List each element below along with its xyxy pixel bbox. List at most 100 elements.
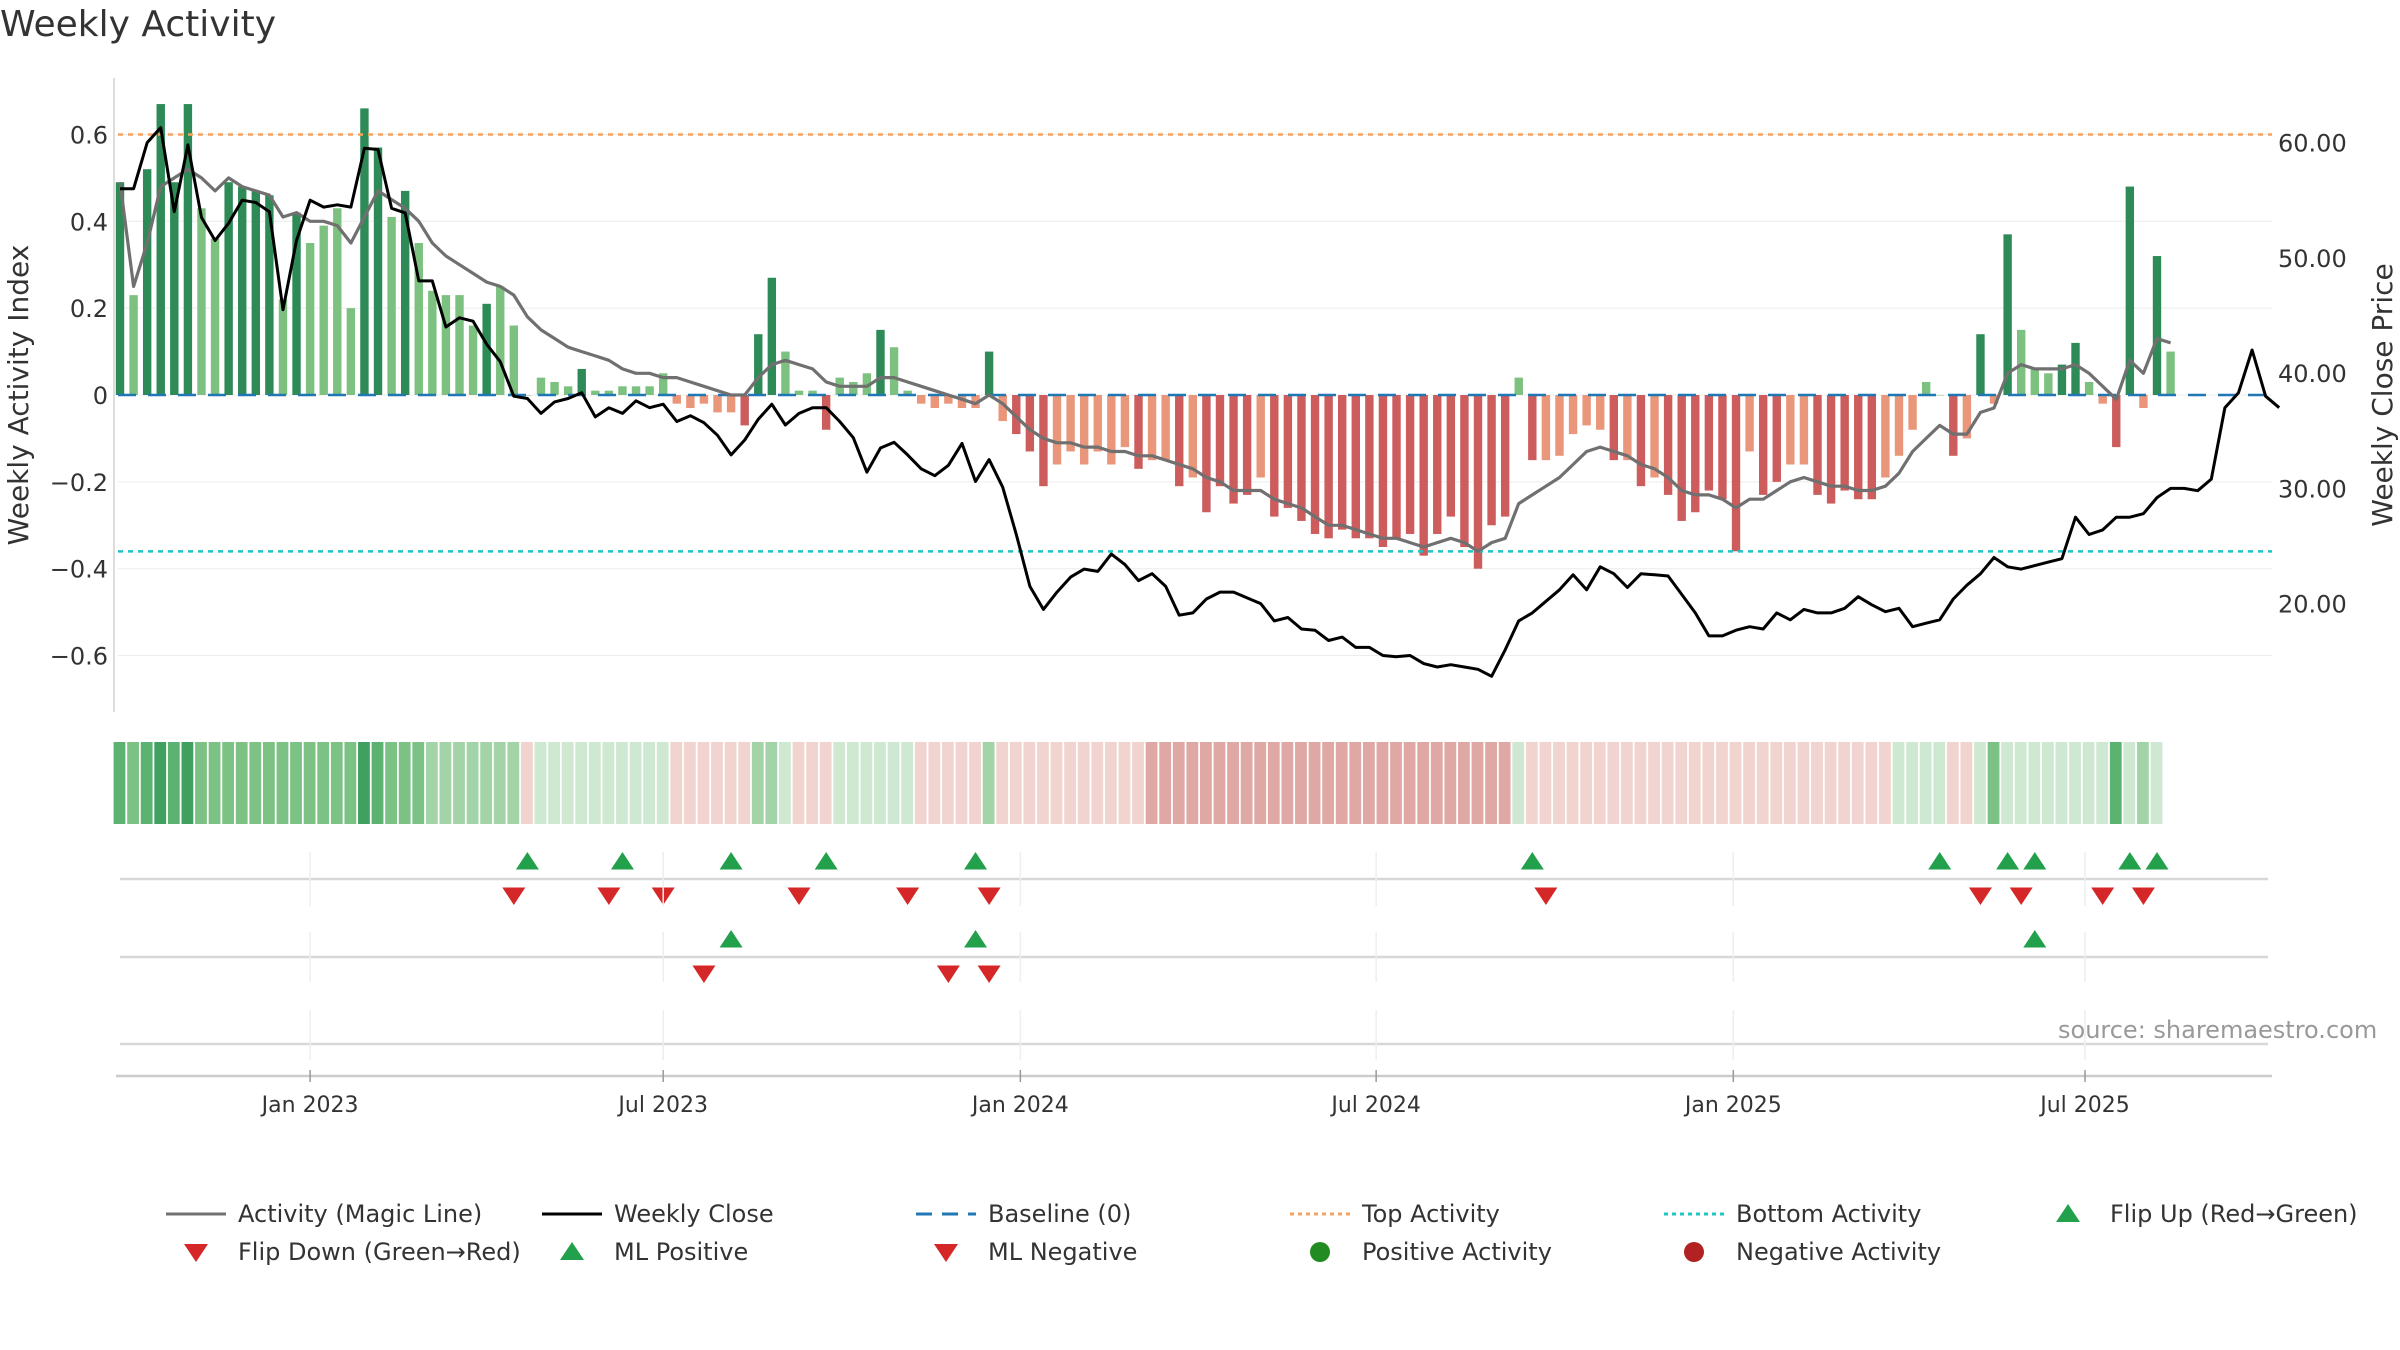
regime-cell	[1213, 742, 1226, 824]
activity-bar	[129, 295, 138, 395]
activity-bar	[2125, 186, 2135, 395]
flip-up-marker	[515, 852, 539, 870]
regime-cell	[140, 742, 153, 824]
regime-cell	[1037, 742, 1049, 824]
activity-bar	[1745, 395, 1754, 452]
legend-ml-positive-label: ML Positive	[614, 1238, 749, 1266]
regime-cell	[670, 742, 683, 824]
activity-bar	[360, 108, 369, 395]
regime-cell	[1661, 742, 1674, 824]
regime-cell	[276, 742, 289, 824]
regime-cell	[1118, 742, 1131, 824]
regime-cell	[860, 742, 873, 824]
legend-ml-negative-swatch	[934, 1244, 958, 1262]
activity-bar	[1840, 395, 1849, 491]
legend-close-line-swatch	[542, 1212, 602, 1216]
regime-cell	[1091, 742, 1104, 824]
activity-bar	[428, 290, 437, 395]
y-tick-label: 0.2	[70, 295, 108, 323]
activity-bar	[1079, 395, 1089, 465]
activity-bar	[754, 334, 763, 395]
regime-cell	[1104, 742, 1117, 824]
y2-axis-title: Weekly Close Price	[2366, 263, 2399, 526]
regime-cell	[493, 742, 506, 824]
activity-bar	[1731, 395, 1741, 552]
activity-bar	[536, 377, 546, 395]
y2-tick-label: 20.00	[2278, 591, 2347, 619]
legend-close: Weekly Close	[542, 1200, 774, 1228]
regime-cell	[629, 742, 642, 824]
activity-bar	[2166, 351, 2175, 395]
regime-cell	[181, 742, 194, 824]
activity-bar	[821, 395, 831, 430]
activity-bar	[156, 104, 165, 395]
flip-down-marker	[2009, 887, 2033, 905]
activity-bar	[930, 395, 939, 409]
regime-cell	[982, 742, 995, 824]
activity-bar	[346, 308, 356, 395]
activity-bar	[1405, 395, 1415, 534]
activity-bar	[1446, 395, 1456, 517]
flip-up-marker	[719, 852, 743, 870]
regime-cell	[480, 742, 493, 824]
activity-bar	[1718, 395, 1727, 500]
activity-bars	[115, 104, 2175, 569]
activity-bar	[1175, 395, 1184, 487]
y-tick-label: −0.4	[50, 556, 108, 584]
activity-bar	[1921, 381, 1931, 395]
regime-cell	[1172, 742, 1185, 824]
flip-down-marker	[2131, 887, 2155, 905]
activity-bar	[238, 186, 247, 395]
legend: Activity (Magic Line) Weekly Close Basel…	[160, 1200, 2380, 1290]
regime-cell	[1050, 742, 1063, 824]
regime-cell	[1159, 742, 1172, 824]
activity-bar	[1324, 395, 1333, 539]
regime-cell	[914, 742, 927, 824]
regime-cell	[195, 742, 207, 824]
regime-cell	[1770, 742, 1783, 824]
legend-positive-activity: Positive Activity	[1290, 1238, 1552, 1266]
regime-cell	[262, 742, 275, 824]
regime-cell	[1295, 742, 1307, 824]
legend-flip-up-swatch	[2056, 1204, 2080, 1222]
ml-positive-marker	[2023, 930, 2047, 948]
regime-cell	[1322, 742, 1335, 824]
regime-cell	[955, 742, 968, 824]
activity-bar	[482, 303, 491, 395]
regime-cell	[1281, 742, 1294, 824]
regime-cell	[1145, 742, 1158, 824]
regime-cell	[1648, 742, 1660, 824]
regime-cell	[561, 742, 574, 824]
regime-cell	[1471, 742, 1484, 824]
activity-bar	[984, 351, 994, 395]
series-lines	[118, 126, 2281, 678]
activity-bar	[1147, 395, 1157, 461]
regime-cell	[1906, 742, 1918, 824]
activity-bar	[305, 243, 315, 395]
legend-flip-down-label: Flip Down (Green→Red)	[238, 1238, 521, 1266]
activity-bar	[1338, 395, 1347, 530]
regime-cell	[1865, 742, 1878, 824]
regime-cell	[1023, 742, 1036, 824]
activity-bar	[563, 386, 573, 395]
regime-cell	[1335, 742, 1348, 824]
legend-baseline-swatch	[916, 1212, 976, 1216]
ml-positive-marker	[719, 930, 743, 948]
flip-up-marker	[814, 852, 838, 870]
ml-negative-marker	[977, 965, 1001, 983]
activity-bar	[1310, 395, 1320, 534]
regime-cell	[1729, 742, 1742, 824]
activity-bar	[1867, 395, 1877, 500]
activity-bar	[862, 373, 872, 395]
activity-bar	[1528, 395, 1537, 461]
activity-bar	[1949, 395, 1958, 456]
activity-bar	[1473, 395, 1483, 569]
flip-up-marker	[964, 852, 988, 870]
legend-ml-positive: ML Positive	[542, 1238, 748, 1266]
activity-bar	[2071, 342, 2080, 395]
regime-cell	[969, 742, 981, 824]
flip-down-marker	[597, 887, 621, 905]
activity-bar	[1025, 395, 1035, 452]
regime-cell	[358, 742, 370, 824]
